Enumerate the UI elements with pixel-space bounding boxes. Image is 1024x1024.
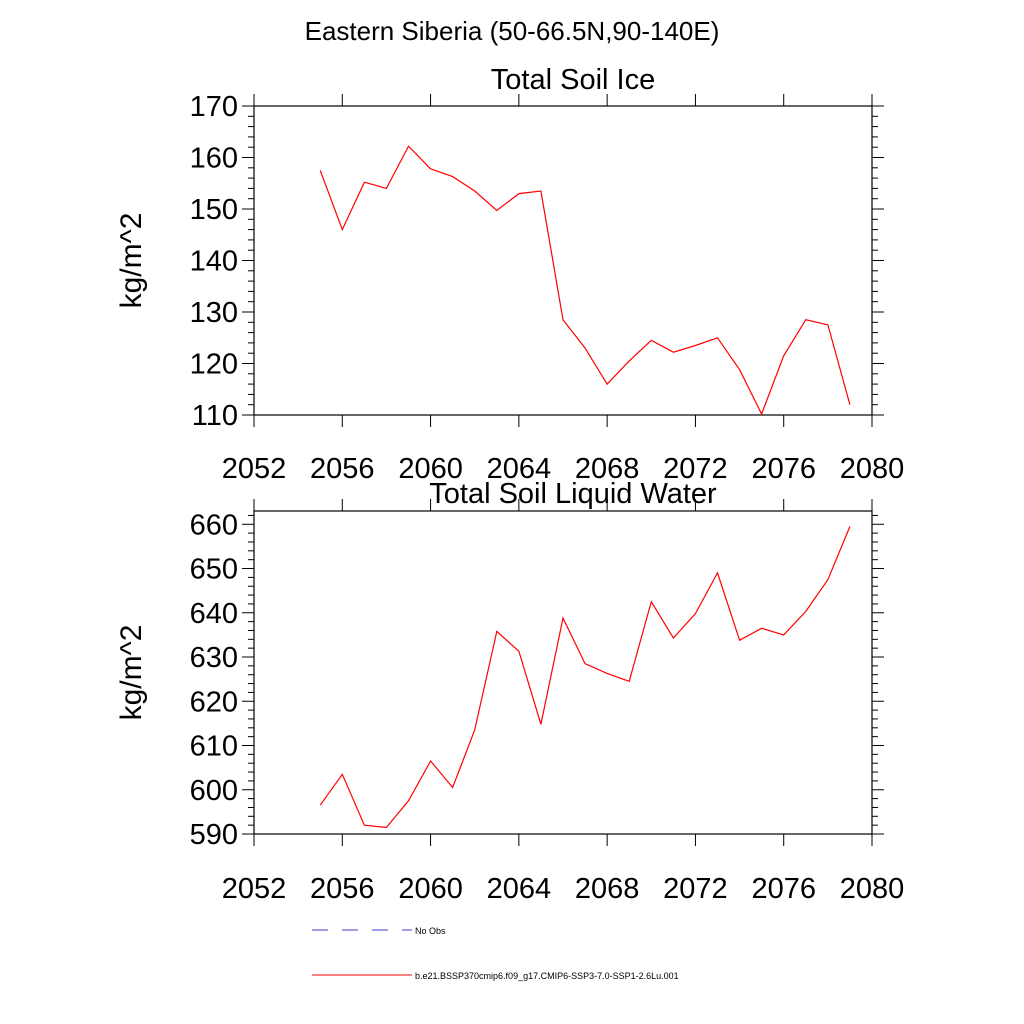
series-line xyxy=(319,145,851,416)
y-tick-label: 110 xyxy=(192,400,238,432)
x-tick-label: 2064 xyxy=(487,873,552,905)
y-tick-label: 660 xyxy=(190,509,238,541)
x-tick-label: 2068 xyxy=(575,453,640,485)
y-tick-label: 590 xyxy=(190,819,238,851)
x-tick-label: 2060 xyxy=(398,873,463,905)
x-tick-label: 2052 xyxy=(222,453,287,485)
x-tick-label: 2064 xyxy=(487,453,552,485)
x-tick-label: 2052 xyxy=(222,873,287,905)
x-tick-label: 2076 xyxy=(751,873,816,905)
y-tick-label: 140 xyxy=(190,246,238,278)
y-tick-label: 150 xyxy=(190,194,238,226)
y-tick-label: 160 xyxy=(190,143,238,175)
legend-label: No Obs xyxy=(415,926,446,936)
x-tick-label: 2072 xyxy=(663,453,728,485)
y-tick-label: 650 xyxy=(190,554,238,586)
chart-panel-2: Total Soil Liquid Water kg/m^2 2052 2056 206… xyxy=(115,478,904,905)
series-line xyxy=(319,526,851,829)
legend-label: b.e21.BSSP370cmip6.f09_g17.CMIP6-SSP3-7.… xyxy=(415,971,679,981)
y-tick-label: 170 xyxy=(190,91,238,123)
x-tick-label: 2076 xyxy=(751,453,816,485)
figure-title: Eastern Siberia (50-66.5N,90-140E) xyxy=(304,16,720,46)
y-tick-label: 610 xyxy=(190,731,238,763)
x-tick-label: 2056 xyxy=(310,873,375,905)
chart-title: Total Soil Ice xyxy=(491,64,655,96)
y-axis-label: kg/m^2 xyxy=(115,625,148,721)
x-tick-label: 2068 xyxy=(575,873,640,905)
y-tick-label: 600 xyxy=(190,775,238,807)
x-tick-label: 2080 xyxy=(840,453,905,485)
y-tick-label: 620 xyxy=(190,686,238,718)
y-tick-label: 130 xyxy=(190,297,238,329)
chart-panel-1: Total Soil Ice kg/m^2 2052 2056 2060 2064 2068… xyxy=(115,64,904,485)
y-axis-label: kg/m^2 xyxy=(115,213,148,309)
chart-title: Total Soil Liquid Water xyxy=(429,478,717,510)
x-tick-label: 2080 xyxy=(840,873,905,905)
y-tick-label: 630 xyxy=(190,642,238,674)
y-tick-label: 120 xyxy=(190,349,238,381)
legend: No Obs b.e21.BSSP370cmip6.f09_g17.CMIP6-S… xyxy=(312,926,679,981)
x-tick-label: 2056 xyxy=(310,453,375,485)
x-tick-label: 2072 xyxy=(663,873,728,905)
plot-frame xyxy=(253,510,873,835)
x-tick-label: 2060 xyxy=(398,453,463,485)
y-tick-label: 640 xyxy=(190,598,238,630)
